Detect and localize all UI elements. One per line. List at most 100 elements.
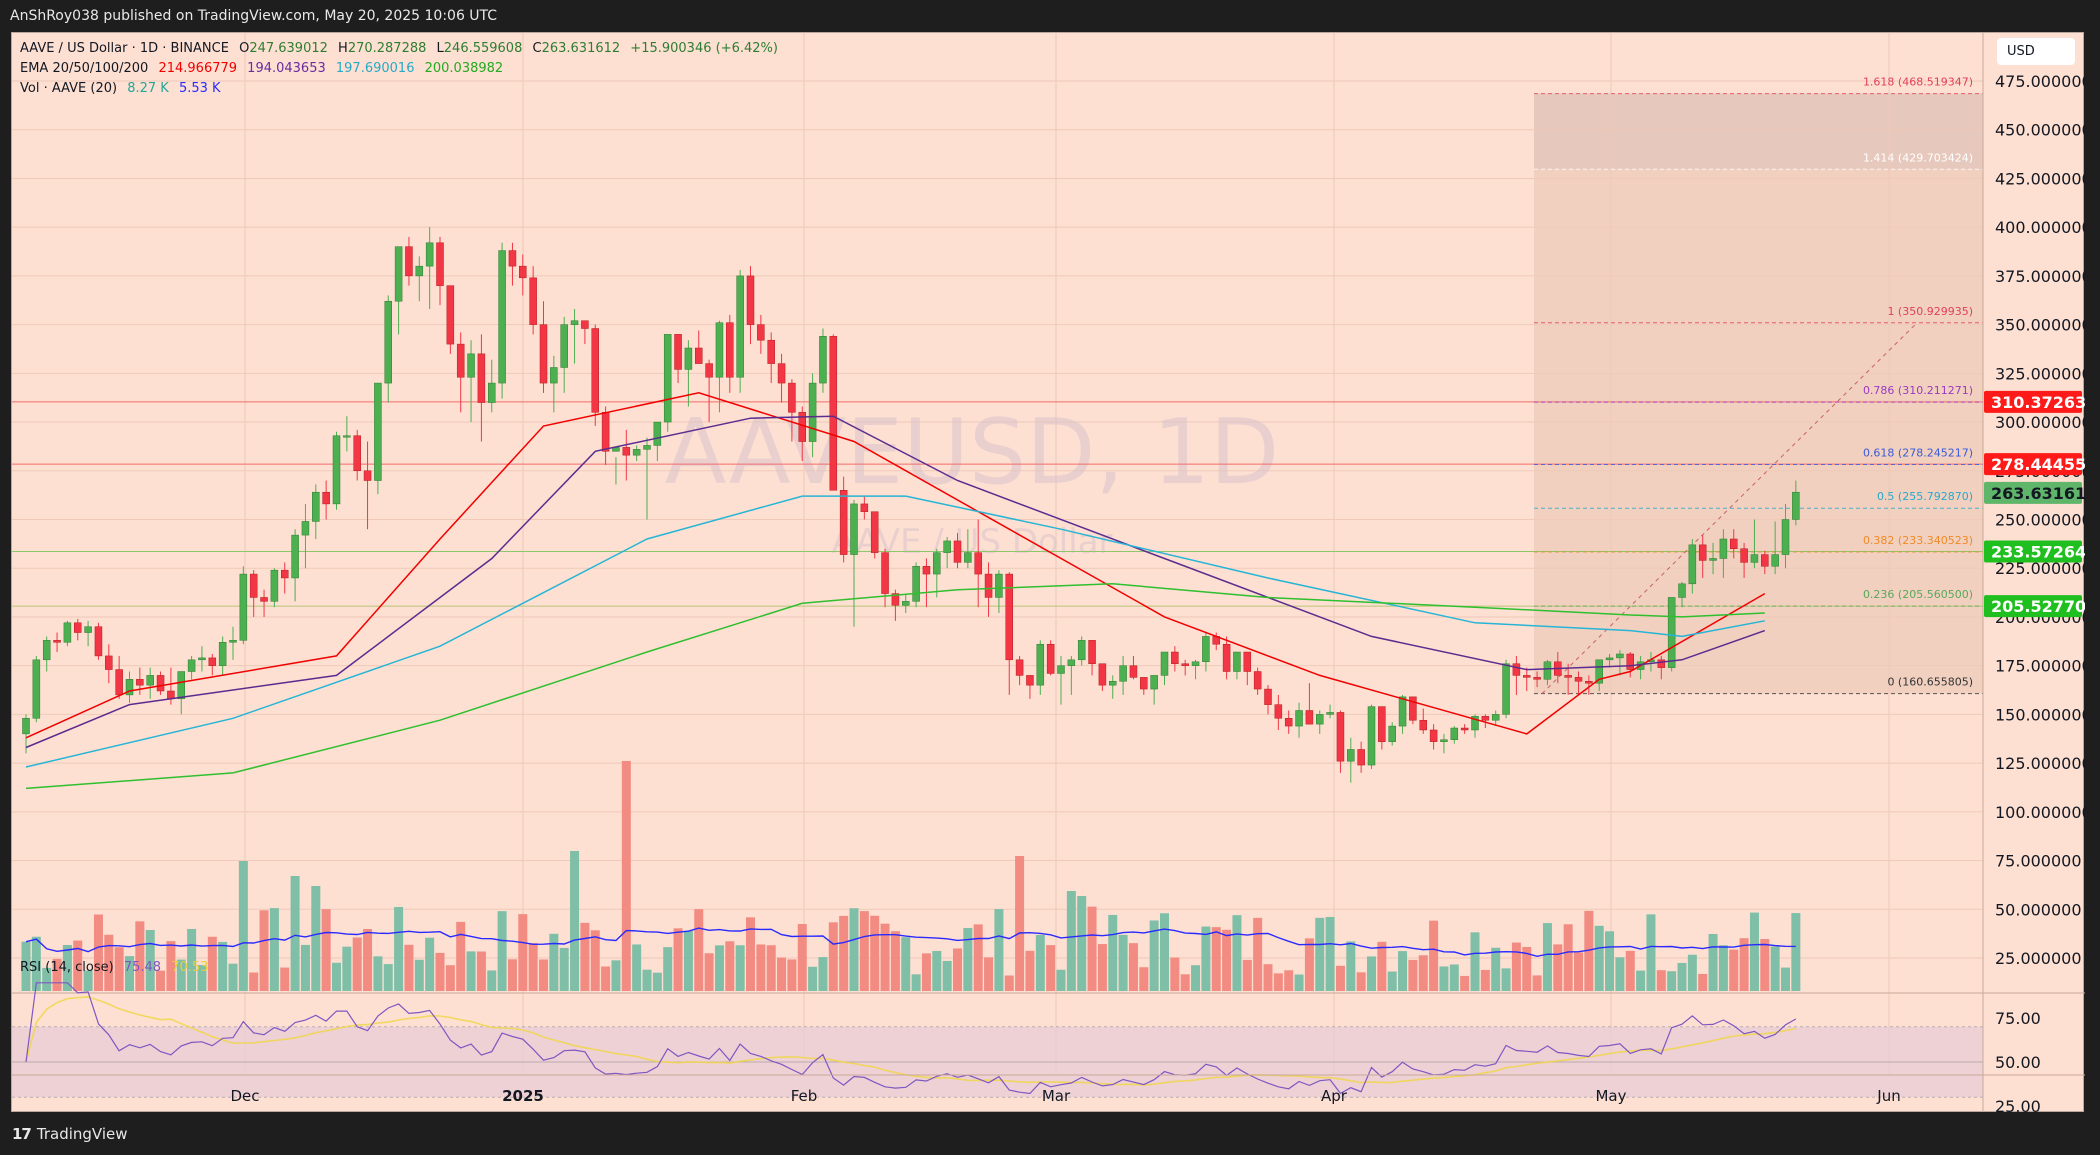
candle-body[interactable] (363, 470, 372, 481)
candle-body[interactable] (1626, 653, 1634, 670)
candle-body[interactable] (560, 324, 568, 368)
candle-body[interactable] (1709, 558, 1717, 561)
candle-body[interactable] (1336, 712, 1345, 762)
candle-body[interactable] (1730, 538, 1738, 549)
candle-body[interactable] (446, 285, 455, 345)
candle-body[interactable] (1771, 554, 1779, 567)
candle-body[interactable] (477, 353, 486, 403)
price-label-badge[interactable] (1984, 540, 2082, 563)
candle-body[interactable] (281, 569, 289, 579)
candle-body[interactable] (808, 382, 817, 442)
candle-body[interactable] (508, 250, 517, 267)
candle-body[interactable] (1026, 675, 1034, 686)
candle-body[interactable] (995, 573, 1003, 598)
candle-body[interactable] (1098, 663, 1107, 686)
candle-body[interactable] (1740, 548, 1748, 563)
candle-body[interactable] (1243, 651, 1252, 672)
candle-body[interactable] (591, 328, 599, 413)
candle-body[interactable] (943, 540, 951, 553)
candle-body[interactable] (581, 320, 589, 329)
candle-body[interactable] (539, 324, 548, 384)
candle-body[interactable] (1585, 681, 1593, 684)
candle-body[interactable] (1171, 651, 1179, 664)
candle-body[interactable] (715, 322, 724, 378)
candle-body[interactable] (881, 552, 889, 594)
candle-body[interactable] (270, 569, 279, 602)
candle-body[interactable] (1077, 640, 1086, 661)
candle-body[interactable] (1160, 651, 1169, 676)
candle-body[interactable] (1191, 661, 1200, 666)
rsi-label[interactable]: RSI (14, close) (20, 960, 114, 975)
candle-body[interactable] (1533, 677, 1541, 680)
candle-body[interactable] (1015, 659, 1024, 676)
candle-body[interactable] (1574, 677, 1583, 682)
candle-body[interactable] (870, 511, 879, 553)
candle-body[interactable] (1502, 663, 1510, 715)
candle-body[interactable] (1657, 659, 1666, 668)
candle-body[interactable] (1688, 544, 1697, 585)
candle-body[interactable] (1595, 659, 1603, 684)
tradingview-logo-icon[interactable]: 17 (12, 1124, 32, 1143)
candle-body[interactable] (53, 640, 61, 643)
candle-body[interactable] (829, 336, 838, 491)
currency-button[interactable]: USD (1997, 38, 2075, 65)
candle-body[interactable] (684, 347, 693, 370)
candle-body[interactable] (1109, 681, 1117, 686)
candle-body[interactable] (1523, 675, 1531, 678)
candle-body[interactable] (705, 363, 713, 378)
price-label-badge[interactable] (1984, 453, 2082, 476)
candle-body[interactable] (94, 626, 103, 657)
candle-body[interactable] (1678, 583, 1686, 598)
candle-body[interactable] (436, 242, 444, 286)
candle-body[interactable] (1036, 643, 1045, 686)
candle-body[interactable] (601, 412, 610, 452)
candle-body[interactable] (570, 320, 579, 325)
tradingview-brand[interactable]: TradingView (36, 1124, 128, 1143)
candle-body[interactable] (332, 435, 341, 505)
candle-body[interactable] (1616, 653, 1624, 659)
candle-body[interactable] (850, 503, 858, 555)
candle-body[interactable] (653, 421, 662, 446)
candle-body[interactable] (167, 690, 175, 700)
candle-body[interactable] (1119, 665, 1127, 682)
candle-body[interactable] (695, 347, 703, 364)
candle-body[interactable] (1543, 661, 1552, 680)
candle-body[interactable] (736, 275, 744, 378)
candle-body[interactable] (1295, 710, 1303, 727)
volume-ma-line[interactable] (25, 927, 1796, 958)
candle-body[interactable] (291, 534, 299, 579)
candle-body[interactable] (32, 659, 41, 719)
candle-body[interactable] (1388, 725, 1396, 742)
candle-body[interactable] (757, 324, 765, 341)
candle-body[interactable] (1667, 597, 1676, 668)
candle-body[interactable] (1460, 727, 1469, 731)
candle-body[interactable] (177, 671, 185, 700)
candle-body[interactable] (860, 503, 869, 512)
candle-body[interactable] (425, 242, 434, 267)
candle-body[interactable] (1440, 739, 1448, 742)
candle-body[interactable] (1750, 554, 1759, 563)
candle-body[interactable] (1605, 657, 1614, 661)
candle-body[interactable] (1698, 544, 1707, 561)
candle-body[interactable] (767, 339, 775, 364)
candle-body[interactable] (229, 640, 237, 643)
candle-body[interactable] (1222, 643, 1231, 672)
candle-body[interactable] (1450, 727, 1459, 740)
candle-body[interactable] (1202, 636, 1210, 663)
candle-body[interactable] (1512, 663, 1521, 676)
candle-body[interactable] (912, 566, 920, 602)
candle-body[interactable] (1719, 538, 1728, 559)
candle-body[interactable] (1088, 640, 1096, 664)
candle-body[interactable] (1367, 706, 1376, 766)
candle-body[interactable] (63, 622, 72, 643)
candle-body[interactable] (632, 449, 641, 456)
candle-body[interactable] (301, 521, 310, 536)
candle-body[interactable] (984, 573, 993, 598)
candle-body[interactable] (394, 246, 403, 302)
candle-body[interactable] (1357, 749, 1365, 766)
candle-body[interactable] (933, 552, 941, 575)
candle-body[interactable] (1274, 704, 1283, 719)
candle-body[interactable] (405, 246, 413, 277)
candle-body[interactable] (1781, 519, 1790, 555)
